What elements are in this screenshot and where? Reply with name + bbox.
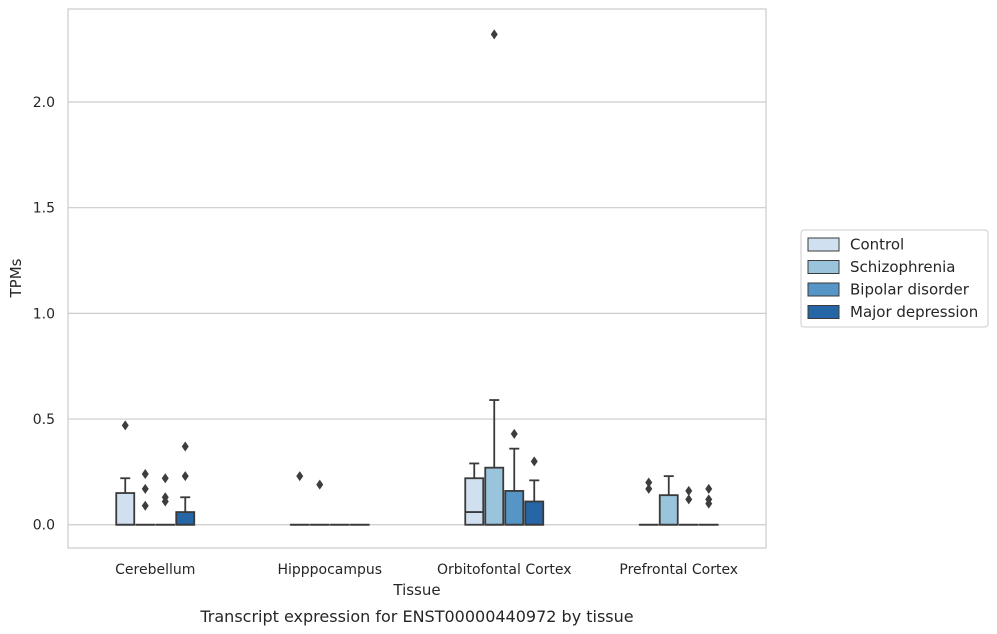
box-body: [524, 500, 545, 526]
outlier-point: [161, 492, 169, 503]
outlier-point: [490, 29, 498, 40]
box-body: [484, 466, 505, 526]
legend: Control Schizophrenia Bipolar disorder Majo…: [800, 229, 989, 328]
legend-swatch: [807, 260, 840, 274]
outlier-point: [685, 494, 693, 505]
outlier-point: [296, 471, 304, 482]
x-axis-title: Tissue: [392, 581, 440, 599]
box-2-3: [524, 456, 545, 526]
box-2-1: [484, 29, 505, 526]
grid-lines: [68, 101, 766, 526]
outlier-point: [121, 420, 129, 431]
box-3-3: [698, 483, 719, 526]
outlier-point: [705, 483, 713, 494]
box-3-2: [678, 485, 699, 526]
y-tick-label: 1.0: [33, 306, 55, 322]
boxes-layer: [115, 29, 719, 526]
legend-label: Control: [850, 236, 904, 254]
outlier-point: [645, 477, 653, 488]
legend-label: Bipolar disorder: [850, 281, 970, 299]
outlier-point: [161, 473, 169, 484]
y-tick-label: 0.0: [33, 518, 55, 534]
outlier-point: [181, 441, 189, 452]
legend-swatch: [807, 305, 840, 319]
x-tick-label: Orbitofontal Cortex: [437, 562, 572, 578]
legend-label: Major depression: [850, 303, 978, 321]
box-body: [658, 494, 679, 526]
box-0-3: [175, 441, 196, 526]
box-0-1: [135, 469, 156, 526]
legend-swatch: [807, 237, 840, 252]
outlier-point: [685, 485, 693, 496]
legend-frame: [800, 229, 989, 328]
box-0-2: [155, 473, 176, 526]
outlier-point: [645, 483, 653, 494]
outlier-point: [530, 456, 538, 467]
box-2-2: [504, 428, 525, 526]
y-tick-label: 2.0: [33, 95, 55, 111]
outlier-point: [141, 483, 149, 494]
y-tick-label: 1.5: [33, 201, 55, 217]
box-1-1: [309, 479, 330, 526]
box-body: [464, 477, 485, 526]
y-tick-labels: 0.0 0.5 1.0 1.5 2.0: [33, 95, 55, 534]
outlier-point: [705, 494, 713, 505]
legend-label: Schizophrenia: [850, 258, 955, 276]
box-1-0: [289, 471, 310, 526]
box-0-0: [115, 420, 136, 526]
outlier-point: [141, 500, 149, 511]
outlier-point: [141, 469, 149, 480]
x-tick-label: Hipppocampus: [277, 562, 382, 578]
box-2-0: [464, 462, 485, 526]
y-axis-title: TPMs: [7, 258, 25, 298]
legend-swatch: [807, 282, 840, 297]
box-3-1: [658, 475, 679, 526]
x-tick-label: Cerebellum: [115, 562, 195, 578]
outlier-point: [316, 479, 324, 490]
box-3-0: [638, 477, 659, 526]
x-tick-label: Prefrontal Cortex: [619, 562, 738, 578]
plot-frame: [67, 8, 767, 549]
box-body: [115, 492, 136, 526]
box-body: [504, 490, 525, 526]
chart-caption: Transcript expression for ENST0000044097…: [199, 607, 633, 626]
outlier-point: [510, 428, 518, 439]
outlier-point: [181, 471, 189, 482]
y-tick-label: 0.5: [33, 412, 55, 428]
box-body: [175, 511, 196, 526]
x-tick-labels: Cerebellum Hipppocampus Orbitofontal Corte…: [115, 562, 738, 578]
